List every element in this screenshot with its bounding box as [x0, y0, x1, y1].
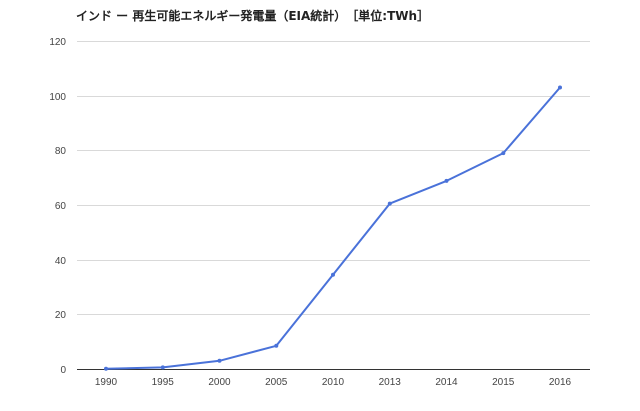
- x-tick-label: 2000: [208, 377, 231, 388]
- data-point: [160, 365, 165, 370]
- x-tick-label: 2010: [322, 377, 345, 388]
- data-point: [331, 272, 335, 277]
- y-tick-label: 0: [60, 365, 66, 376]
- data-point: [104, 366, 108, 371]
- x-tick-label: 2014: [435, 377, 458, 388]
- y-tick-label: 100: [49, 92, 66, 103]
- x-tick-label: 2013: [379, 377, 402, 388]
- y-tick-label: 80: [55, 146, 67, 157]
- y-axis-ticks: 0 20 40 60 80 100 120: [49, 37, 66, 376]
- x-tick-label: 2015: [492, 377, 515, 388]
- chart-title: インド ー 再生可能エネルギー発電量（EIA統計） ［単位:TWh］: [76, 9, 430, 23]
- y-tick-label: 60: [55, 201, 67, 212]
- y-tick-label: 20: [55, 310, 67, 321]
- y-tick-label: 120: [49, 37, 66, 48]
- x-tick-label: 1990: [95, 377, 118, 388]
- data-point: [387, 201, 392, 206]
- x-tick-label: 1995: [152, 377, 175, 388]
- series-line: [105, 86, 561, 370]
- data-point: [444, 178, 449, 183]
- data-point: [274, 343, 279, 348]
- data-point: [558, 85, 562, 90]
- data-points: [104, 85, 562, 371]
- x-axis-ticks: 1990 1995 2000 2005 2010 2013 2014 2015 2016: [95, 377, 572, 388]
- y-tick-label: 40: [55, 256, 67, 267]
- data-point: [217, 358, 222, 363]
- x-tick-label: 2016: [549, 377, 572, 388]
- data-point: [501, 151, 506, 156]
- x-tick-label: 2005: [265, 377, 288, 388]
